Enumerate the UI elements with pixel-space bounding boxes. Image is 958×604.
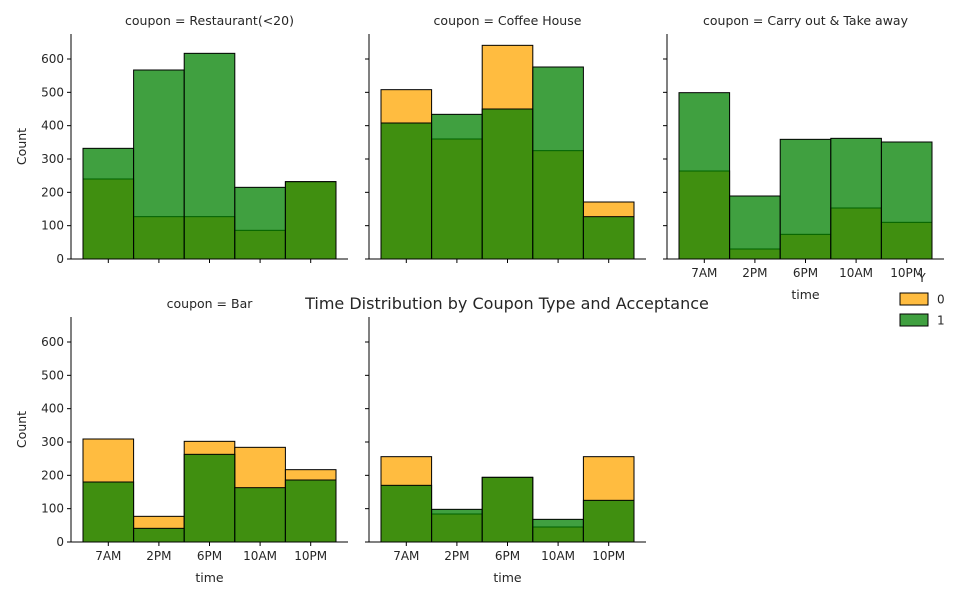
bar-2-y1-10PM bbox=[880, 141, 933, 260]
ytick-label-0-500: 500 bbox=[41, 85, 64, 99]
bar-3-y1-10AM bbox=[234, 487, 286, 543]
xtick-label-4-2PM: 2PM bbox=[444, 549, 469, 563]
figure-title: Time Distribution by Coupon Type and Acc… bbox=[304, 294, 709, 313]
ylabel-0: Count bbox=[14, 128, 29, 165]
bar-0-y1-7AM bbox=[82, 147, 135, 260]
legend-label-0: 0 bbox=[937, 293, 945, 307]
bar-4-y1-10AM bbox=[532, 518, 584, 543]
panel-1: coupon = Coffee House bbox=[365, 13, 646, 263]
xlabel-2: time bbox=[791, 287, 820, 302]
panel-0: 0 100 200 300 400 500 600 coupon = Restaurant(<… bbox=[14, 13, 348, 266]
ytick-label-0-300: 300 bbox=[41, 152, 64, 166]
bar-0-y1-10AM bbox=[234, 186, 286, 260]
ytick-label-3-500: 500 bbox=[41, 368, 64, 382]
xtick-label-2-7AM: 7AM bbox=[691, 266, 717, 280]
bar-1-y1-10PM bbox=[582, 216, 635, 260]
bar-3-y1-2PM bbox=[133, 527, 185, 543]
legend-title: Y bbox=[917, 271, 926, 285]
bar-1-y1-10AM bbox=[532, 66, 584, 260]
ytick-label-3-600: 600 bbox=[41, 335, 64, 349]
xtick-label-3-10AM: 10AM bbox=[243, 549, 277, 563]
ytick-label-3-300: 300 bbox=[41, 435, 64, 449]
bar-2-y1-2PM bbox=[729, 195, 781, 260]
xtick-label-4-7AM: 7AM bbox=[393, 549, 419, 563]
bar-4-y1-2PM bbox=[431, 508, 483, 543]
xtick-label-3-7AM: 7AM bbox=[95, 549, 121, 563]
xtick-label-2-10PM: 10PM bbox=[890, 266, 923, 280]
panel-3: 0 100 200 300 400 500 600 7AM 2PM 6PM 10AM 10PM coup… bbox=[14, 296, 348, 585]
panel-title-0: coupon = Restaurant(<20) bbox=[125, 13, 294, 28]
xtick-label-3-6PM: 6PM bbox=[197, 549, 222, 563]
panel-title-1: coupon = Coffee House bbox=[434, 13, 582, 28]
xlabel-4: time bbox=[493, 570, 522, 585]
legend-label-1: 1 bbox=[937, 314, 945, 328]
bar-2-y1-7AM bbox=[678, 92, 731, 260]
legend-swatch-0 bbox=[899, 292, 929, 306]
ytick-label-3-200: 200 bbox=[41, 468, 64, 482]
panel-2: 7AM 2PM 6PM 10AM 10PM coupon = Carry out & Ta… bbox=[663, 13, 944, 302]
panel-4: 7AM 2PM 6PM 10AM 10PM time bbox=[365, 317, 646, 585]
xtick-label-3-2PM: 2PM bbox=[146, 549, 171, 563]
xtick-label-3-10PM: 10PM bbox=[294, 549, 327, 563]
xtick-label-4-10PM: 10PM bbox=[592, 549, 625, 563]
legend-swatch-1 bbox=[899, 313, 929, 327]
xtick-label-2-2PM: 2PM bbox=[742, 266, 767, 280]
bar-0-y1-2PM bbox=[133, 69, 185, 260]
ytick-label-0-0: 0 bbox=[56, 252, 64, 266]
bar-1-y1-6PM bbox=[481, 108, 534, 260]
ytick-label-0-100: 100 bbox=[41, 219, 64, 233]
bar-1-y1-2PM bbox=[431, 113, 483, 260]
bar-4-y1-10PM bbox=[582, 499, 635, 543]
ylabel-3: Count bbox=[14, 411, 29, 448]
ytick-label-3-400: 400 bbox=[41, 402, 64, 416]
xtick-label-2-10AM: 10AM bbox=[839, 266, 873, 280]
xtick-label-2-6PM: 6PM bbox=[793, 266, 818, 280]
bar-1-y1-7AM bbox=[380, 122, 433, 260]
bar-3-y1-6PM bbox=[183, 453, 236, 543]
panel-title-3: coupon = Bar bbox=[167, 296, 254, 311]
xtick-label-4-10AM: 10AM bbox=[541, 549, 575, 563]
ytick-label-3-100: 100 bbox=[41, 502, 64, 516]
ytick-label-0-400: 400 bbox=[41, 119, 64, 133]
bar-3-y1-10PM bbox=[284, 479, 337, 543]
xlabel-3: time bbox=[195, 570, 224, 585]
ytick-label-0-200: 200 bbox=[41, 185, 64, 199]
panel-title-2: coupon = Carry out & Take away bbox=[703, 13, 909, 28]
bar-0-y1-6PM bbox=[183, 52, 236, 260]
bar-2-y1-6PM bbox=[779, 138, 832, 260]
legend: Y 0 1 bbox=[899, 271, 945, 328]
bar-4-y1-6PM bbox=[481, 476, 534, 543]
bar-2-y1-10AM bbox=[830, 137, 882, 260]
bar-0-y1-10PM bbox=[284, 181, 337, 260]
xtick-label-4-6PM: 6PM bbox=[495, 549, 520, 563]
ytick-label-3-0: 0 bbox=[56, 535, 64, 549]
bar-4-y1-7AM bbox=[380, 484, 433, 543]
bar-3-y1-7AM bbox=[82, 481, 135, 543]
ytick-label-0-600: 600 bbox=[41, 52, 64, 66]
